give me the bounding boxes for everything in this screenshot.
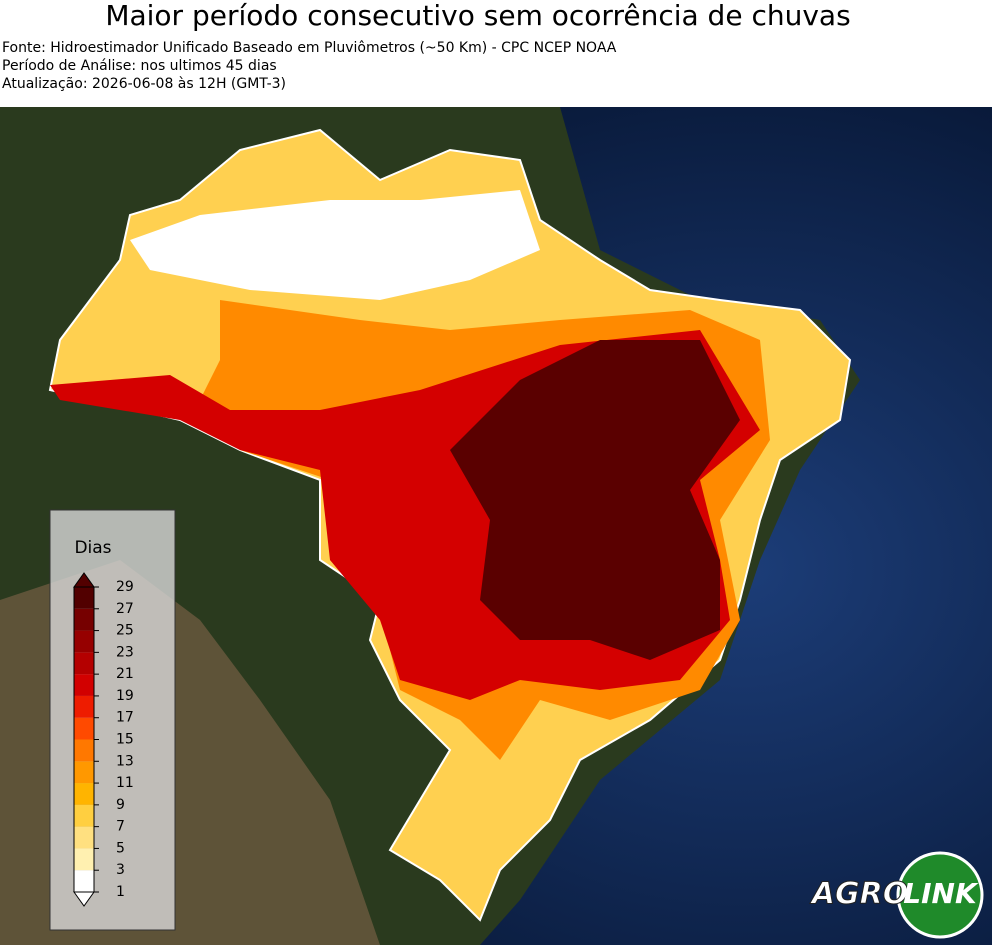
color-band: [74, 804, 94, 827]
logo: AGRO LINK: [809, 851, 984, 939]
tick-label: 19: [116, 688, 134, 704]
tick-label: 1: [116, 884, 125, 900]
color-band: [74, 587, 94, 609]
region-darkred: [450, 340, 740, 660]
color-band: [74, 870, 94, 892]
title: Maior período consecutivo sem ocorrência…: [105, 0, 850, 32]
logo-text: AGRO: [810, 877, 908, 912]
logo-text: LINK: [903, 877, 979, 910]
color-band: [74, 630, 94, 653]
color-band: [74, 674, 94, 696]
color-band: [74, 761, 94, 784]
color-band: [74, 783, 94, 805]
tick-label: 5: [116, 840, 125, 856]
legend-title: Dias: [74, 538, 111, 558]
subtitle-line: Atualização: 2026-06-08 às 12H (GMT-3): [2, 76, 286, 92]
color-band: [74, 608, 94, 631]
tick-label: 27: [116, 601, 134, 617]
tick-label: 25: [116, 623, 134, 639]
subtitle-line: Fonte: Hidroestimador Unificado Baseado …: [2, 40, 617, 56]
tick-label: 7: [116, 819, 125, 835]
color-band: [74, 739, 94, 762]
tick-label: 17: [116, 710, 134, 726]
color-band: [74, 848, 94, 871]
tick-label: 3: [116, 862, 125, 878]
tick-label: 15: [116, 732, 134, 748]
color-band: [74, 717, 94, 740]
tick-label: 21: [116, 666, 134, 682]
legend-box: [49, 509, 176, 931]
tick-label: 29: [116, 579, 134, 595]
color-band: [74, 695, 94, 718]
region-wet: [130, 190, 540, 300]
tick-label: 9: [116, 797, 125, 813]
color-band: [74, 826, 94, 849]
tick-label: 23: [116, 644, 134, 660]
logo-circle: [896, 851, 984, 939]
color-band: [74, 652, 94, 675]
tick-label: 11: [116, 775, 134, 791]
tick-label: 13: [116, 753, 134, 769]
subtitle-line: Período de Análise: nos ultimos 45 dias: [2, 58, 277, 74]
